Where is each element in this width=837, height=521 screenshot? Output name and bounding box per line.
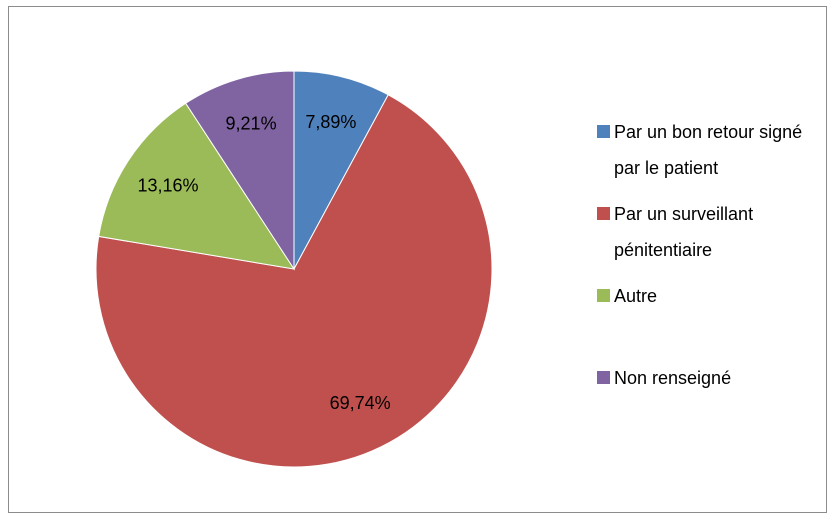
legend-swatch <box>597 207 610 220</box>
legend-swatch <box>597 289 610 302</box>
legend-label: Autre <box>614 286 658 306</box>
pie-slice <box>293 70 389 270</box>
legend-swatch <box>597 125 610 138</box>
pie-slice <box>185 70 295 271</box>
pie-slice <box>95 94 493 468</box>
data-label: 7,89% <box>305 112 356 132</box>
legend-item: Par un surveillant pénitentiaire <box>597 196 827 268</box>
chart-frame <box>8 6 827 513</box>
legend-swatch <box>597 371 610 384</box>
data-label: 69,74% <box>330 393 391 413</box>
legend-label: Par un surveillant pénitentiaire <box>614 204 754 260</box>
legend-item: Non renseigné <box>597 360 827 396</box>
legend-item: Par un bon retour signé par le patient <box>597 114 827 186</box>
legend-item: Autre <box>597 278 827 314</box>
data-label: 13,16% <box>137 175 198 195</box>
legend-label: Par un bon retour signé par le patient <box>614 122 803 178</box>
legend-label: Non renseigné <box>614 368 732 388</box>
pie-slice <box>98 102 296 270</box>
data-label: 9,21% <box>226 114 277 134</box>
